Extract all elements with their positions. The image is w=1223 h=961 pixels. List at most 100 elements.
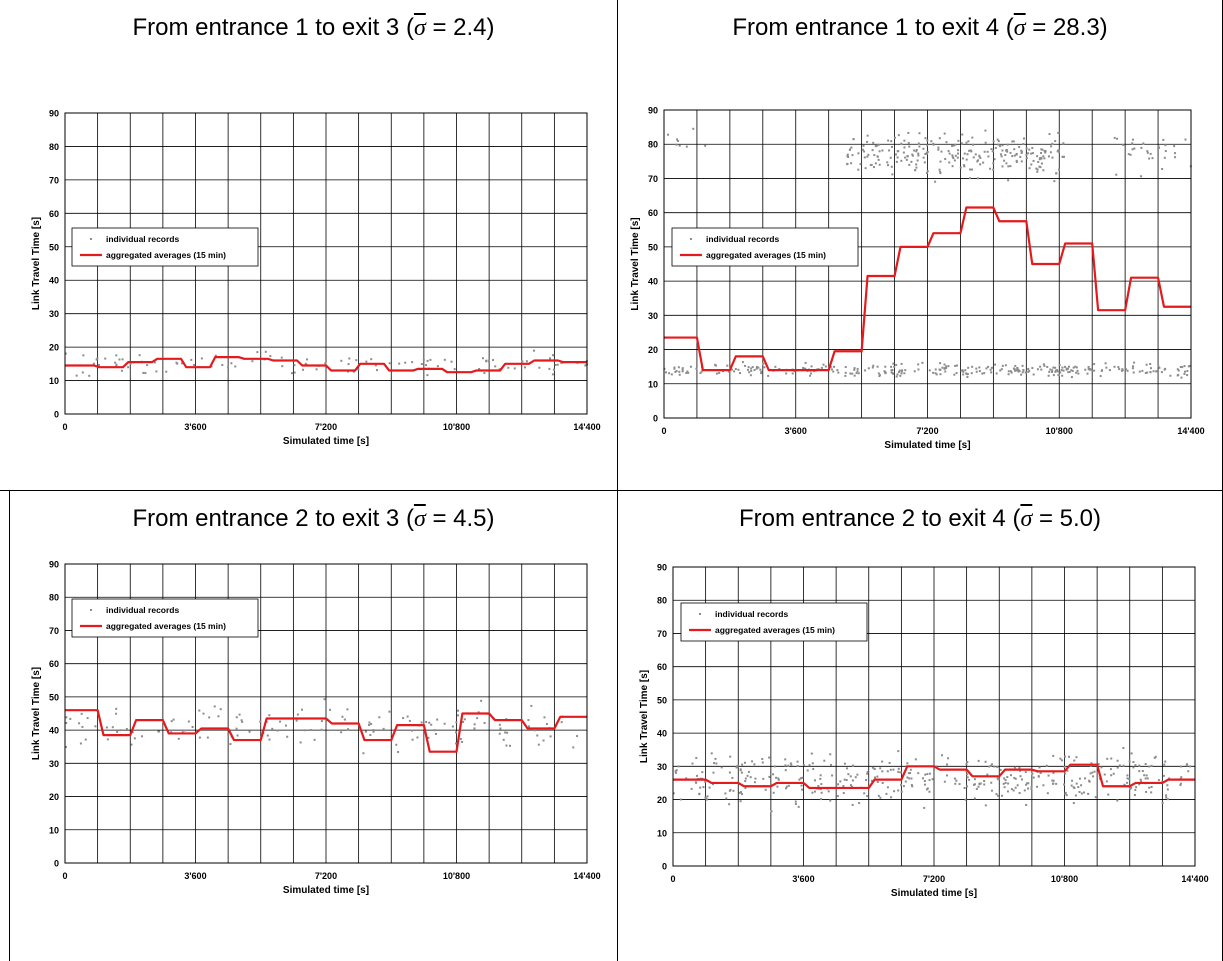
- scatter-point: [1051, 782, 1054, 785]
- scatter-point: [675, 769, 678, 772]
- scatter-point: [368, 721, 371, 724]
- scatter-point: [898, 369, 901, 372]
- scatter-point: [886, 786, 889, 789]
- scatter-point: [487, 359, 490, 362]
- scatter-point: [402, 717, 405, 720]
- scatter-point: [483, 372, 486, 375]
- scatter-point: [1080, 784, 1083, 787]
- scatter-point: [995, 793, 998, 796]
- y-tick-label: 10: [49, 825, 59, 835]
- chart-svg: 0 10 20 30 40 50 60 70 80 90 0 3'600 7'200 10'800 14'4…: [630, 106, 1205, 452]
- scatter-point: [796, 765, 799, 768]
- scatter-point: [685, 777, 688, 780]
- scatter-point: [901, 369, 904, 372]
- scatter-point: [1052, 374, 1055, 377]
- scatter-point: [1036, 155, 1039, 158]
- scatter-point: [324, 362, 327, 365]
- scatter-point: [776, 785, 779, 788]
- scatter-point: [750, 367, 753, 370]
- scatter-point: [1003, 786, 1006, 789]
- scatter-point: [761, 757, 764, 760]
- scatter-point: [422, 358, 425, 361]
- x-tick-label: 7'200: [315, 422, 337, 432]
- scatter-point: [921, 361, 924, 364]
- scatter-point: [281, 365, 284, 368]
- scatter-point: [704, 780, 707, 783]
- scatter-point: [1006, 143, 1009, 146]
- scatter-point: [1014, 364, 1017, 367]
- scatter-point: [857, 168, 860, 171]
- scatter-point: [1144, 762, 1147, 765]
- y-tick-label: 50: [648, 242, 658, 252]
- scatter-point: [725, 797, 728, 800]
- scatter-point: [973, 783, 976, 786]
- scatter-point: [972, 156, 975, 159]
- scatter-point: [1107, 793, 1110, 796]
- scatter-point: [1071, 369, 1074, 372]
- scatter-point: [208, 716, 211, 719]
- scatter-point: [1006, 776, 1009, 779]
- scatter-point: [906, 762, 909, 765]
- scatter-point: [313, 738, 316, 741]
- scatter-point: [1014, 777, 1017, 780]
- scatter-point: [895, 153, 898, 156]
- scatter-point: [704, 144, 707, 147]
- y-tick-label: 30: [49, 309, 59, 319]
- scatter-point: [740, 771, 743, 774]
- scatter-point: [900, 783, 903, 786]
- scatter-point: [951, 144, 954, 147]
- scatter-point: [772, 773, 775, 776]
- scatter-point: [973, 797, 976, 800]
- scatter-point: [1017, 370, 1020, 373]
- scatter-point: [890, 140, 893, 143]
- scatter-point: [1040, 157, 1043, 160]
- aggregated-averages-line: [65, 356, 587, 374]
- scatter-point: [896, 373, 899, 376]
- scatter-point: [1094, 796, 1097, 799]
- legend-box: [671, 227, 859, 267]
- scatter-point: [699, 786, 702, 789]
- scatter-point: [893, 365, 896, 368]
- scatter-point: [303, 729, 306, 732]
- scatter-point: [1155, 370, 1158, 373]
- scatter-point: [867, 367, 870, 370]
- scatter-point: [1122, 764, 1125, 767]
- scatter-point: [1051, 779, 1054, 782]
- y-tick-label: 40: [657, 729, 667, 739]
- x-tick-label: 0: [661, 426, 666, 436]
- scatter-point: [736, 764, 739, 767]
- y-tick-label: 40: [648, 277, 658, 287]
- scatter-point: [979, 156, 982, 159]
- scatter-point: [956, 156, 959, 159]
- scatter-point: [64, 352, 67, 355]
- scatter-point: [915, 150, 918, 153]
- scatter-point: [744, 364, 747, 367]
- scatter-point: [881, 149, 884, 152]
- scatter-point: [1052, 754, 1055, 757]
- scatter-point: [1113, 136, 1116, 139]
- scatter-point: [411, 361, 414, 364]
- scatter-point: [1139, 778, 1142, 781]
- scatter-point: [1154, 755, 1157, 758]
- scatter-point: [1005, 148, 1008, 151]
- scatter-point: [1184, 138, 1187, 141]
- vertical-divider-bottom: [617, 490, 618, 961]
- scatter-point: [1121, 368, 1124, 371]
- scatter-point: [900, 159, 903, 162]
- scatter-point: [753, 369, 756, 372]
- scatter-point: [1054, 369, 1057, 372]
- scatter-point: [1046, 365, 1049, 368]
- scatter-point: [404, 361, 407, 364]
- scatter-point: [584, 364, 587, 367]
- scatter-point: [884, 365, 887, 368]
- scatter-point: [939, 160, 942, 163]
- scatter-point: [917, 152, 920, 155]
- scatter-point: [542, 739, 545, 742]
- scatter-point: [976, 177, 979, 180]
- scatter-point: [926, 170, 929, 173]
- y-tick-label: 20: [657, 795, 667, 805]
- scatter-point: [896, 150, 899, 153]
- scatter-point: [873, 154, 876, 157]
- scatter-point: [1157, 145, 1160, 148]
- scatter-point: [984, 804, 987, 807]
